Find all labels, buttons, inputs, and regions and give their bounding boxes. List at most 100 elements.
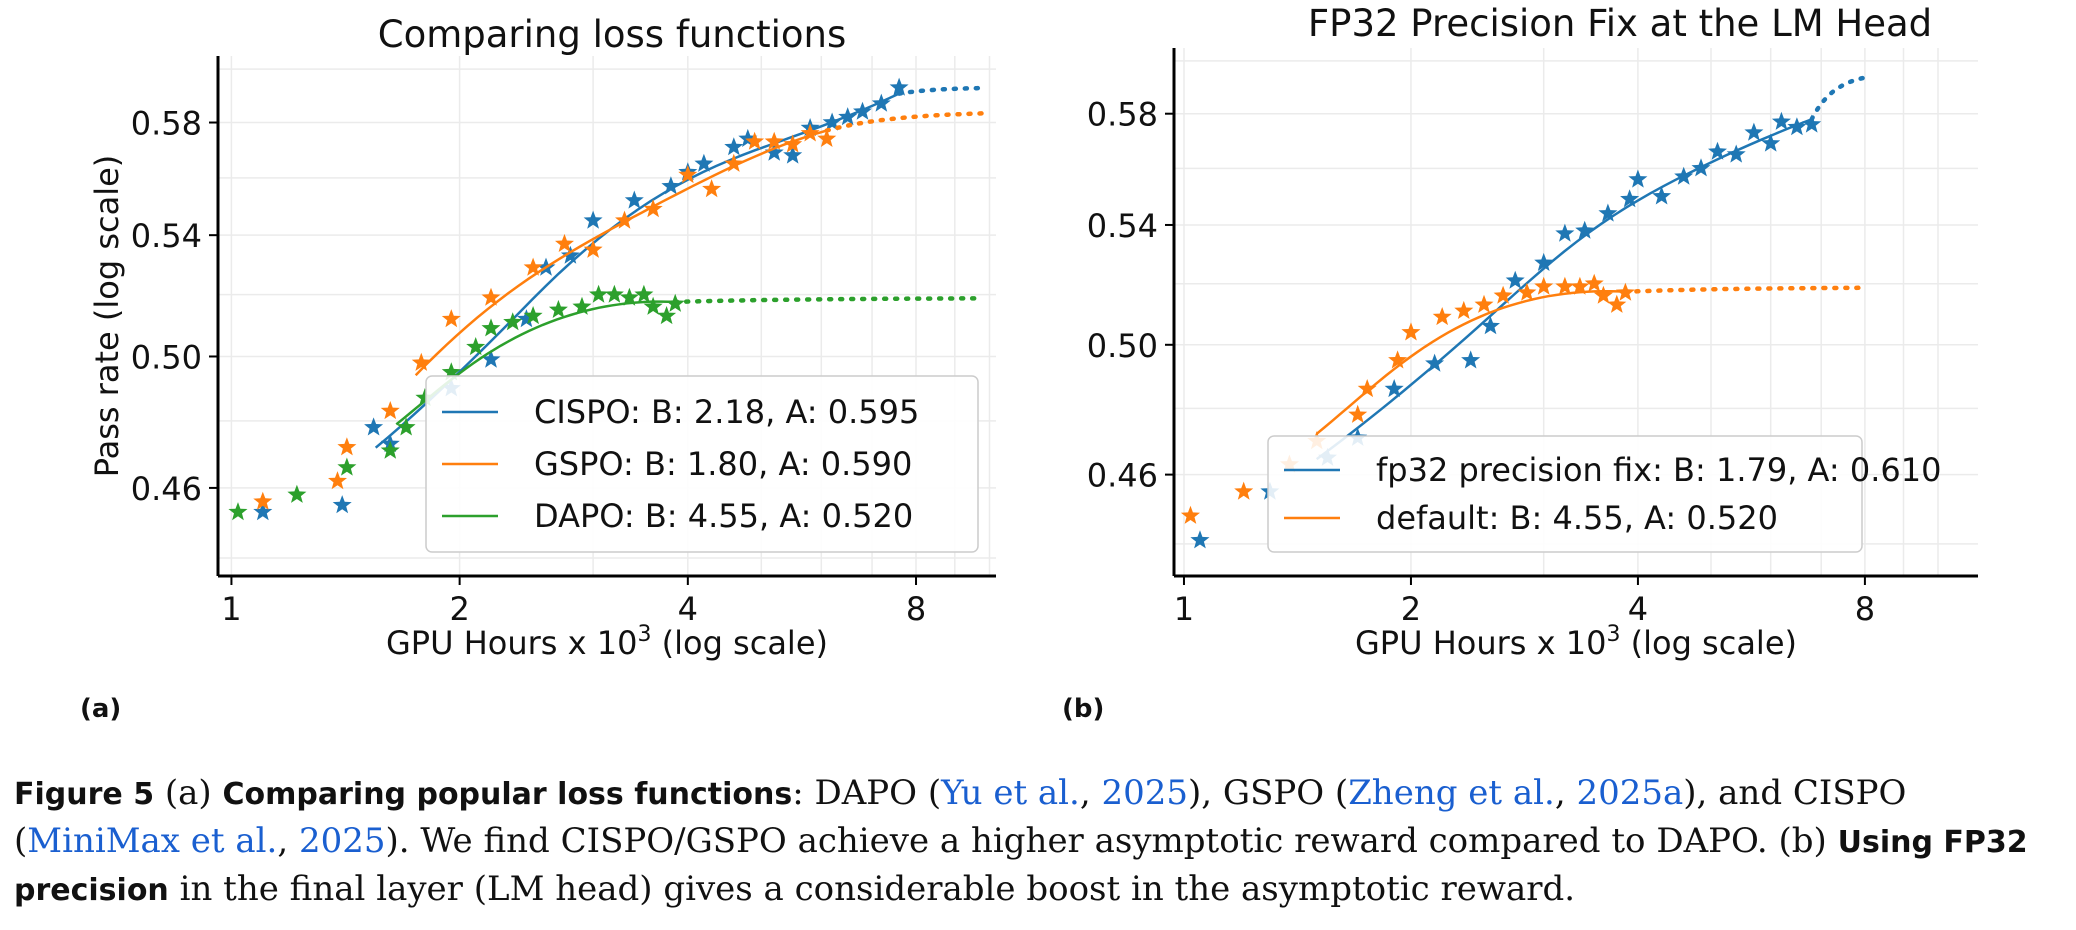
data-point-star bbox=[724, 153, 744, 172]
data-point-star bbox=[555, 233, 574, 252]
legend-entry-dapo: DAPO: B: 4.55, A: 0.520 bbox=[534, 497, 913, 535]
data-point-star bbox=[481, 287, 501, 306]
citation-year-zheng[interactable]: 2025a bbox=[1576, 773, 1684, 813]
data-point-star bbox=[1628, 169, 1648, 188]
data-point-star bbox=[1461, 350, 1481, 369]
data-point-star bbox=[1234, 481, 1254, 500]
panel-b: 1 2 4 8 0.46 0.50 0.54 0.58 FP32 Precision Fix a… bbox=[1040, 0, 2076, 720]
panel-a: 1 2 4 8 0.46 0.50 0.54 0.58 Comparing loss funct… bbox=[0, 0, 1040, 720]
x-tick-label: 2 bbox=[1401, 590, 1421, 628]
legend: fp32 precision fix: B: 1.79, A: 0.610 def… bbox=[1267, 435, 1941, 553]
data-point-star bbox=[1761, 133, 1781, 152]
x-tick-label: 8 bbox=[1855, 590, 1875, 628]
data-point-star bbox=[1505, 270, 1525, 289]
data-point-star bbox=[1620, 189, 1640, 208]
legend-entry-fp32-precision-fix: fp32 precision fix: B: 1.79, A: 0.610 bbox=[1376, 451, 1941, 489]
data-point-star bbox=[441, 309, 461, 328]
data-point-star bbox=[615, 210, 634, 229]
data-point-star bbox=[1570, 276, 1590, 295]
data-point-star bbox=[572, 296, 592, 315]
data-point-star bbox=[1802, 114, 1822, 133]
subfigure-label-a: (a) bbox=[80, 694, 122, 724]
data-point-star bbox=[604, 284, 624, 303]
x-axis-label-superscript: 3 bbox=[637, 622, 651, 647]
y-axis-label: Pass rate (log scale) bbox=[88, 155, 126, 478]
chart-fp32-precision-fix: 1 2 4 8 0.46 0.50 0.54 0.58 FP32 Precision Fix a… bbox=[1087, 2, 1978, 662]
caption-part-a: (a) bbox=[164, 773, 212, 813]
citation-link-minimax[interactable]: MiniMax et al. bbox=[27, 821, 278, 861]
citation-link-zheng[interactable]: Zheng et al. bbox=[1348, 773, 1555, 813]
data-point-star bbox=[1584, 273, 1604, 292]
y-tick-label: 0.54 bbox=[1087, 207, 1158, 245]
chart-title: FP32 Precision Fix at the LM Head bbox=[1308, 2, 1932, 45]
data-point-star bbox=[560, 245, 580, 264]
data-point-star bbox=[643, 199, 663, 218]
data-point-star bbox=[548, 299, 568, 318]
caption-text-4: ). We find CISPO/GSPO achieve a higher a… bbox=[385, 821, 1838, 861]
subfigure-label-b: (b) bbox=[1062, 694, 1105, 724]
data-point-star bbox=[694, 153, 714, 172]
y-tick-label: 0.50 bbox=[131, 338, 202, 376]
chart-comparing-loss-functions: 1 2 4 8 0.46 0.50 0.54 0.58 Comparing loss funct… bbox=[88, 13, 996, 662]
caption-comma-2: , bbox=[1554, 773, 1577, 813]
legend-box bbox=[1267, 435, 1863, 553]
data-point-star bbox=[745, 131, 765, 150]
citation-year-yu[interactable]: 2025 bbox=[1101, 773, 1189, 813]
extrapolation-default bbox=[1623, 285, 1868, 294]
x-tick-label: 2 bbox=[449, 590, 469, 628]
caption-figure-number: Figure 5 bbox=[14, 777, 155, 812]
data-point-star bbox=[853, 101, 872, 120]
data-point-star bbox=[583, 210, 603, 229]
y-tick-label: 0.50 bbox=[1087, 327, 1158, 365]
data-point-star bbox=[624, 190, 644, 209]
data-point-star bbox=[702, 179, 722, 198]
fit-curve-gspo bbox=[414, 129, 828, 377]
caption-text-2: ), GSPO ( bbox=[1188, 773, 1349, 813]
data-point-star bbox=[466, 337, 486, 356]
legend-entry-default: default: B: 4.55, A: 0.520 bbox=[1376, 499, 1778, 537]
caption-comma-1: , bbox=[1079, 773, 1102, 813]
data-point-star bbox=[1388, 350, 1408, 369]
data-point-star bbox=[764, 142, 784, 161]
caption-text-1: : DAPO ( bbox=[792, 773, 942, 813]
x-tick-label: 4 bbox=[678, 590, 698, 628]
data-point-star bbox=[1615, 282, 1635, 301]
legend-entry-gspo: GSPO: B: 1.80, A: 0.590 bbox=[534, 445, 912, 483]
x-axis-label-suffix: (log scale) bbox=[1620, 624, 1797, 662]
x-axis-label-suffix: (log scale) bbox=[651, 624, 828, 662]
data-point-star bbox=[337, 437, 357, 456]
figure-caption: Figure 5 (a) Comparing popular loss func… bbox=[14, 770, 2064, 914]
data-point-star bbox=[1575, 220, 1595, 239]
data-point-star bbox=[800, 123, 820, 142]
caption-heading-a: Comparing popular loss functions bbox=[222, 777, 793, 812]
data-point-star bbox=[1432, 307, 1452, 326]
legend-entry-cispo: CISPO: B: 2.18, A: 0.595 bbox=[534, 393, 919, 431]
data-point-star bbox=[665, 293, 685, 312]
data-point-star bbox=[411, 352, 431, 371]
data-point-star bbox=[1771, 111, 1791, 130]
data-point-star bbox=[783, 145, 803, 164]
extrapolation-dapo bbox=[672, 296, 986, 305]
y-tick-label: 0.46 bbox=[1087, 457, 1158, 495]
data-point-star bbox=[838, 107, 858, 126]
data-point-star bbox=[337, 457, 357, 476]
data-point-star bbox=[228, 502, 248, 521]
data-point-star bbox=[1401, 322, 1421, 341]
data-point-star bbox=[1674, 166, 1694, 185]
data-point-star bbox=[1454, 300, 1474, 319]
data-point-star bbox=[415, 388, 435, 407]
data-point-star bbox=[657, 306, 677, 325]
data-point-star bbox=[738, 128, 758, 147]
data-point-star bbox=[380, 401, 400, 420]
series-fp32-precision-fix bbox=[1190, 75, 1868, 549]
citation-year-minimax[interactable]: 2025 bbox=[298, 821, 386, 861]
data-point-star bbox=[643, 296, 663, 315]
data-point-star bbox=[328, 471, 347, 490]
data-point-star bbox=[871, 93, 891, 112]
data-point-star bbox=[583, 239, 603, 258]
data-point-star bbox=[724, 137, 744, 156]
citation-link-yu[interactable]: Yu et al. bbox=[941, 773, 1080, 813]
data-point-star bbox=[523, 257, 543, 276]
data-point-star bbox=[889, 77, 909, 96]
y-tick-label: 0.54 bbox=[131, 217, 202, 255]
